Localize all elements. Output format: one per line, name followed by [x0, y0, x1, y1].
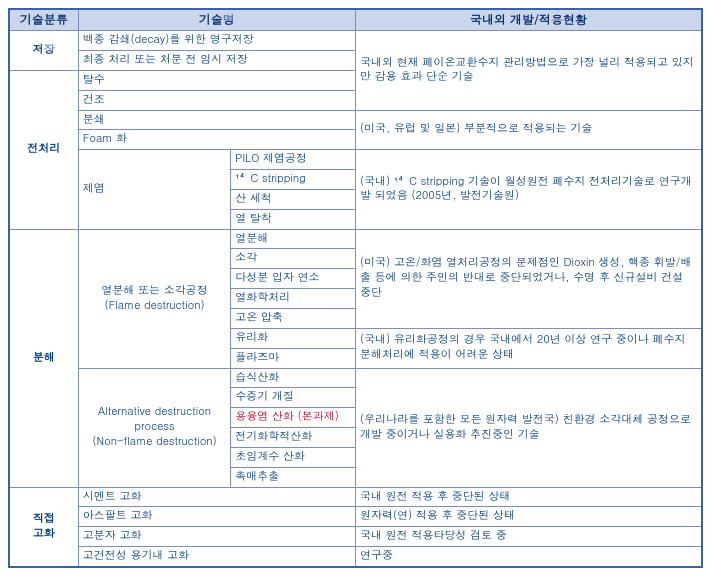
status: (미국, 유럽 및 일본) 부분적으로 적용되는 기술	[355, 110, 702, 150]
cell: 습식산화	[231, 368, 356, 388]
cell: 열 탈착	[231, 209, 356, 229]
th-cat: 기술분류	[9, 9, 78, 31]
status: 연구중	[355, 547, 702, 567]
cell: PILO 제염공정	[231, 150, 356, 170]
cell: 고온 압축	[231, 309, 356, 329]
status: (우리나라를 포함한 모든 원자력 발전국) 친환경 소각대체 공정으로 개발 …	[355, 368, 702, 487]
cell: 백종 감쇄(decay)를 위한 영구저장	[78, 31, 355, 51]
cat-storage: 저장	[9, 31, 78, 71]
cat-decomp: 분해	[9, 229, 78, 487]
th-tech: 기술명	[78, 9, 355, 31]
cell: 수증기 개질	[231, 388, 356, 408]
status: (미국) 고온/화염 열처리공정의 문제점인 Dioxin 생성, 핵종 휘발/…	[355, 229, 702, 328]
cell: 건조	[78, 90, 355, 110]
status: (국내) ¹⁴C stripping 기술이 월성원전 폐수지 전처리기술로 연…	[355, 150, 702, 229]
cell: 탈수	[78, 70, 355, 90]
cat-pretreat: 전처리	[9, 70, 78, 229]
cell: 고분자 고화	[78, 527, 355, 547]
cell: 최종 처리 또는 처분 전 임시 저장	[78, 51, 355, 71]
cell: ¹⁴C stripping	[231, 170, 356, 190]
status: (국내) 유리화공정의 경우 국내에서 20년 이상 연구 중이나 폐수지 분해…	[355, 328, 702, 368]
cell: 아스팔트 고화	[78, 507, 355, 527]
cat-solid: 직접 고화	[9, 487, 78, 567]
cell: 플라즈마	[231, 348, 356, 368]
cell: 제염	[78, 150, 230, 229]
cell: 촉매추출	[231, 467, 356, 487]
tech-table: 기술분류 기술명 국내외 개발/적용현황 저장 백종 감쇄(decay)를 위한…	[8, 8, 703, 568]
cell-highlight: 용융염 산화 (본과제)	[231, 408, 356, 428]
cell: Foam 화	[78, 130, 355, 150]
cell: 유리화	[231, 328, 356, 348]
cell: 시멘트 고화	[78, 487, 355, 507]
status: 국내외 현재 폐이온교환수지 관리방법으로 가장 널리 적용되고 있지만 감용 …	[355, 31, 702, 110]
cell: 열분해	[231, 229, 356, 249]
cell: 열화학처리	[231, 289, 356, 309]
cell: 초임계수 산화	[231, 447, 356, 467]
cell: 전기화학적산화	[231, 428, 356, 448]
status: 국내 원전 적용타당성 검토 중	[355, 527, 702, 547]
status: 국내 원전 적용 후 중단된 상태	[355, 487, 702, 507]
th-status: 국내외 개발/적용현황	[355, 9, 702, 31]
cell: 다성분 입자 연소	[231, 269, 356, 289]
cell: 분쇄	[78, 110, 355, 130]
cell-alt-group: Alternative destruction process (Non-fla…	[78, 368, 230, 487]
cell: 소각	[231, 249, 356, 269]
cell-flame-group: 열분해 또는 소각공정 (Flame destruction)	[78, 229, 230, 368]
cell: 산 세척	[231, 189, 356, 209]
cell: 고건전성 용기내 고화	[78, 547, 355, 567]
status: 원자력(연) 적용 후 중단된 상태	[355, 507, 702, 527]
